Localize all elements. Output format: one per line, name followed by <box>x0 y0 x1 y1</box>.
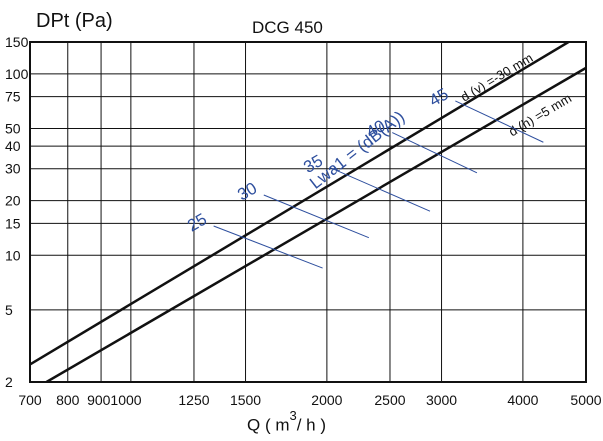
y-tick-label-9: 100 <box>5 66 29 82</box>
series-line-1 <box>45 66 586 382</box>
plot-frame <box>29 41 587 383</box>
sound-label-45: 45 <box>426 84 452 110</box>
y-tick-label-2: 10 <box>5 247 21 263</box>
x-axis-label: Q ( m3/ h ) <box>247 408 327 436</box>
y-tick-label-7: 50 <box>5 121 21 137</box>
x-axis-label-sup: 3 <box>289 408 297 423</box>
y-tick-label-10: 150 <box>5 34 29 50</box>
x-tick-label-8: 3000 <box>426 392 457 408</box>
x-tick-label-9: 4000 <box>507 392 538 408</box>
sound-line-45 <box>455 100 544 143</box>
x-axis-label-suffix: / h ) <box>296 415 327 435</box>
x-tick-label-0: 700 <box>18 392 42 408</box>
y-tick-label-0: 2 <box>5 374 13 390</box>
y-tick-label-4: 20 <box>5 193 21 209</box>
y-axis-label: DPt (Pa) <box>36 10 113 32</box>
x-tick-label-2: 9001000 <box>87 392 142 408</box>
x-tick-label-6: 2000 <box>311 392 342 408</box>
y-tick-label-1: 5 <box>5 302 13 318</box>
series-line-0 <box>30 42 570 366</box>
x-tick-label-7: 2500 <box>374 392 405 408</box>
x-tick-label-5: 1500 <box>230 392 261 408</box>
series-label-1: d (h) =5 mm <box>506 90 574 139</box>
sound-line-25 <box>213 225 323 269</box>
sound-label-25: 25 <box>184 210 210 236</box>
y-tick-label-5: 30 <box>5 161 21 177</box>
sound-line-35 <box>329 166 431 212</box>
x-tick-label-4: 1250 <box>178 392 209 408</box>
y-tick-label-3: 15 <box>5 215 21 231</box>
sound-line-40 <box>392 132 478 174</box>
chart-title: DCG 450 <box>252 18 323 37</box>
x-tick-label-10: 5000 <box>570 392 601 408</box>
x-tick-label-1: 800 <box>56 392 80 408</box>
y-tick-label-8: 75 <box>5 89 21 105</box>
x-axis-label-prefix: Q ( m <box>247 415 290 435</box>
sound-line-30 <box>263 194 370 239</box>
y-tick-label-6: 40 <box>5 138 21 154</box>
